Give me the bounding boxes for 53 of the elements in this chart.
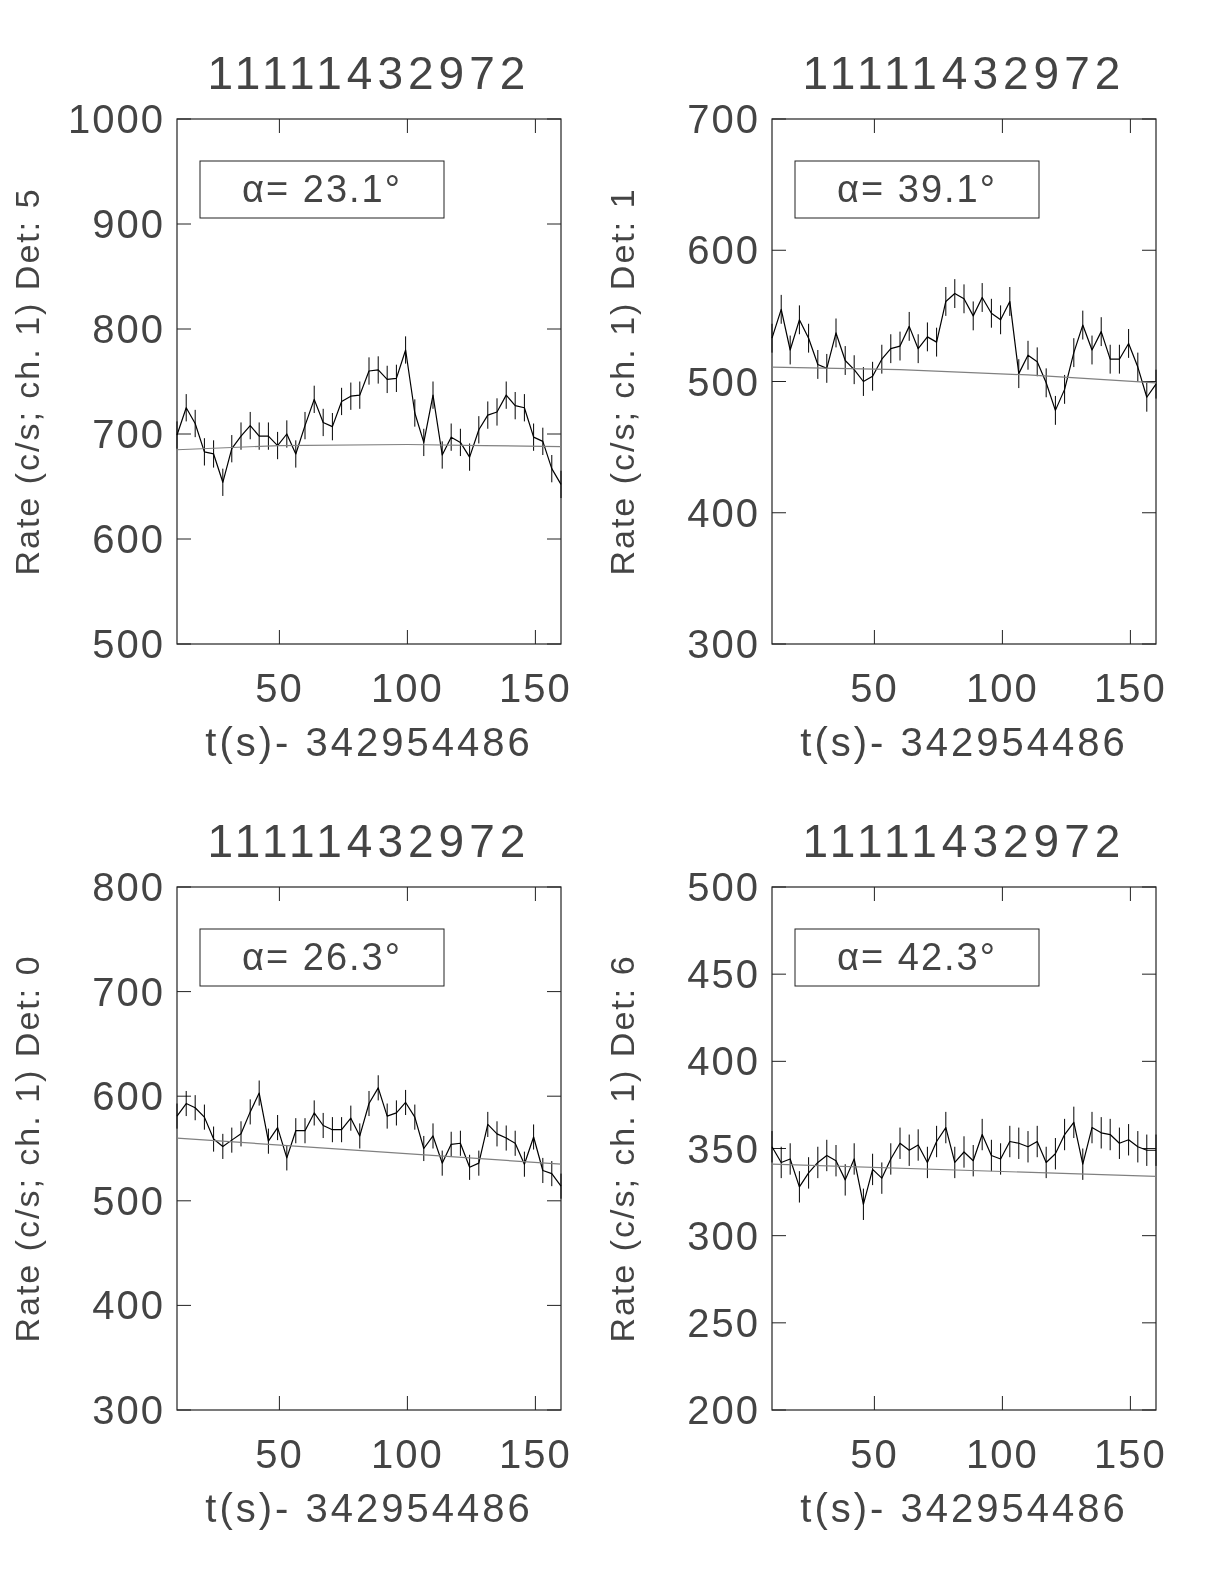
y-tick-label: 500 xyxy=(92,622,165,666)
x-tick-label: 150 xyxy=(1094,1432,1167,1476)
x-tick-label: 100 xyxy=(966,666,1039,710)
chart-title: 11111432972 xyxy=(802,815,1126,867)
y-axis-title: Rate (c/s; ch. 1) Det: 5 xyxy=(7,187,46,576)
y-tick-label: 800 xyxy=(92,865,165,909)
y-tick-label: 300 xyxy=(687,1213,760,1258)
y-tick-label: 600 xyxy=(92,517,165,561)
y-tick-label: 250 xyxy=(687,1300,760,1345)
annotation: α= 23.1° xyxy=(242,168,402,211)
y-tick-label: 300 xyxy=(92,1388,165,1432)
y-tick-label: 200 xyxy=(687,1388,760,1432)
y-axis-title: Rate (c/s; ch. 1) Det: 6 xyxy=(602,954,641,1343)
y-tick-label: 600 xyxy=(92,1074,165,1119)
y-tick-label: 900 xyxy=(92,202,165,246)
y-tick-label: 700 xyxy=(92,412,165,456)
y-tick-label: 400 xyxy=(92,1283,165,1328)
chart-title: 11111432972 xyxy=(207,815,531,867)
x-axis-title: t(s)- 342954486 xyxy=(800,720,1128,764)
y-tick-label: 1000 xyxy=(68,97,165,141)
x-tick-label: 100 xyxy=(371,1432,444,1476)
y-tick-label: 500 xyxy=(92,1178,165,1223)
y-axis-title: Rate (c/s; ch. 1) Det: 0 xyxy=(7,954,46,1343)
annotation: α= 42.3° xyxy=(837,936,997,979)
y-axis-title: Rate (c/s; ch. 1) Det: 1 xyxy=(602,187,641,576)
x-tick-label: 100 xyxy=(966,1432,1039,1476)
x-tick-label: 150 xyxy=(499,666,572,710)
annotation: α= 26.3° xyxy=(242,936,402,979)
x-axis-title: t(s)- 342954486 xyxy=(205,720,533,764)
line-series xyxy=(771,366,1157,384)
y-tick-label: 300 xyxy=(687,622,760,666)
y-tick-label: 350 xyxy=(687,1126,760,1171)
x-tick-label: 100 xyxy=(371,666,444,710)
y-tick-label: 700 xyxy=(92,969,165,1014)
x-tick-label: 50 xyxy=(255,666,304,710)
x-axis-title: t(s)- 342954486 xyxy=(800,1486,1128,1530)
y-tick-label: 450 xyxy=(687,952,760,997)
x-tick-label: 50 xyxy=(850,1432,899,1476)
x-tick-label: 50 xyxy=(255,1432,304,1476)
x-tick-label: 150 xyxy=(499,1432,572,1476)
y-tick-label: 700 xyxy=(687,97,760,141)
y-tick-label: 600 xyxy=(687,228,760,273)
chart-title: 11111432972 xyxy=(802,47,1126,99)
y-tick-label: 400 xyxy=(687,490,760,535)
x-tick-label: 150 xyxy=(1094,666,1167,710)
x-tick-label: 50 xyxy=(850,666,899,710)
y-tick-label: 500 xyxy=(687,359,760,404)
chart-title: 11111432972 xyxy=(207,47,531,99)
y-tick-label: 500 xyxy=(687,865,760,909)
y-tick-label: 400 xyxy=(687,1039,760,1084)
x-axis-title: t(s)- 342954486 xyxy=(205,1486,533,1530)
y-tick-label: 800 xyxy=(92,307,165,351)
annotation: α= 39.1° xyxy=(837,168,997,211)
